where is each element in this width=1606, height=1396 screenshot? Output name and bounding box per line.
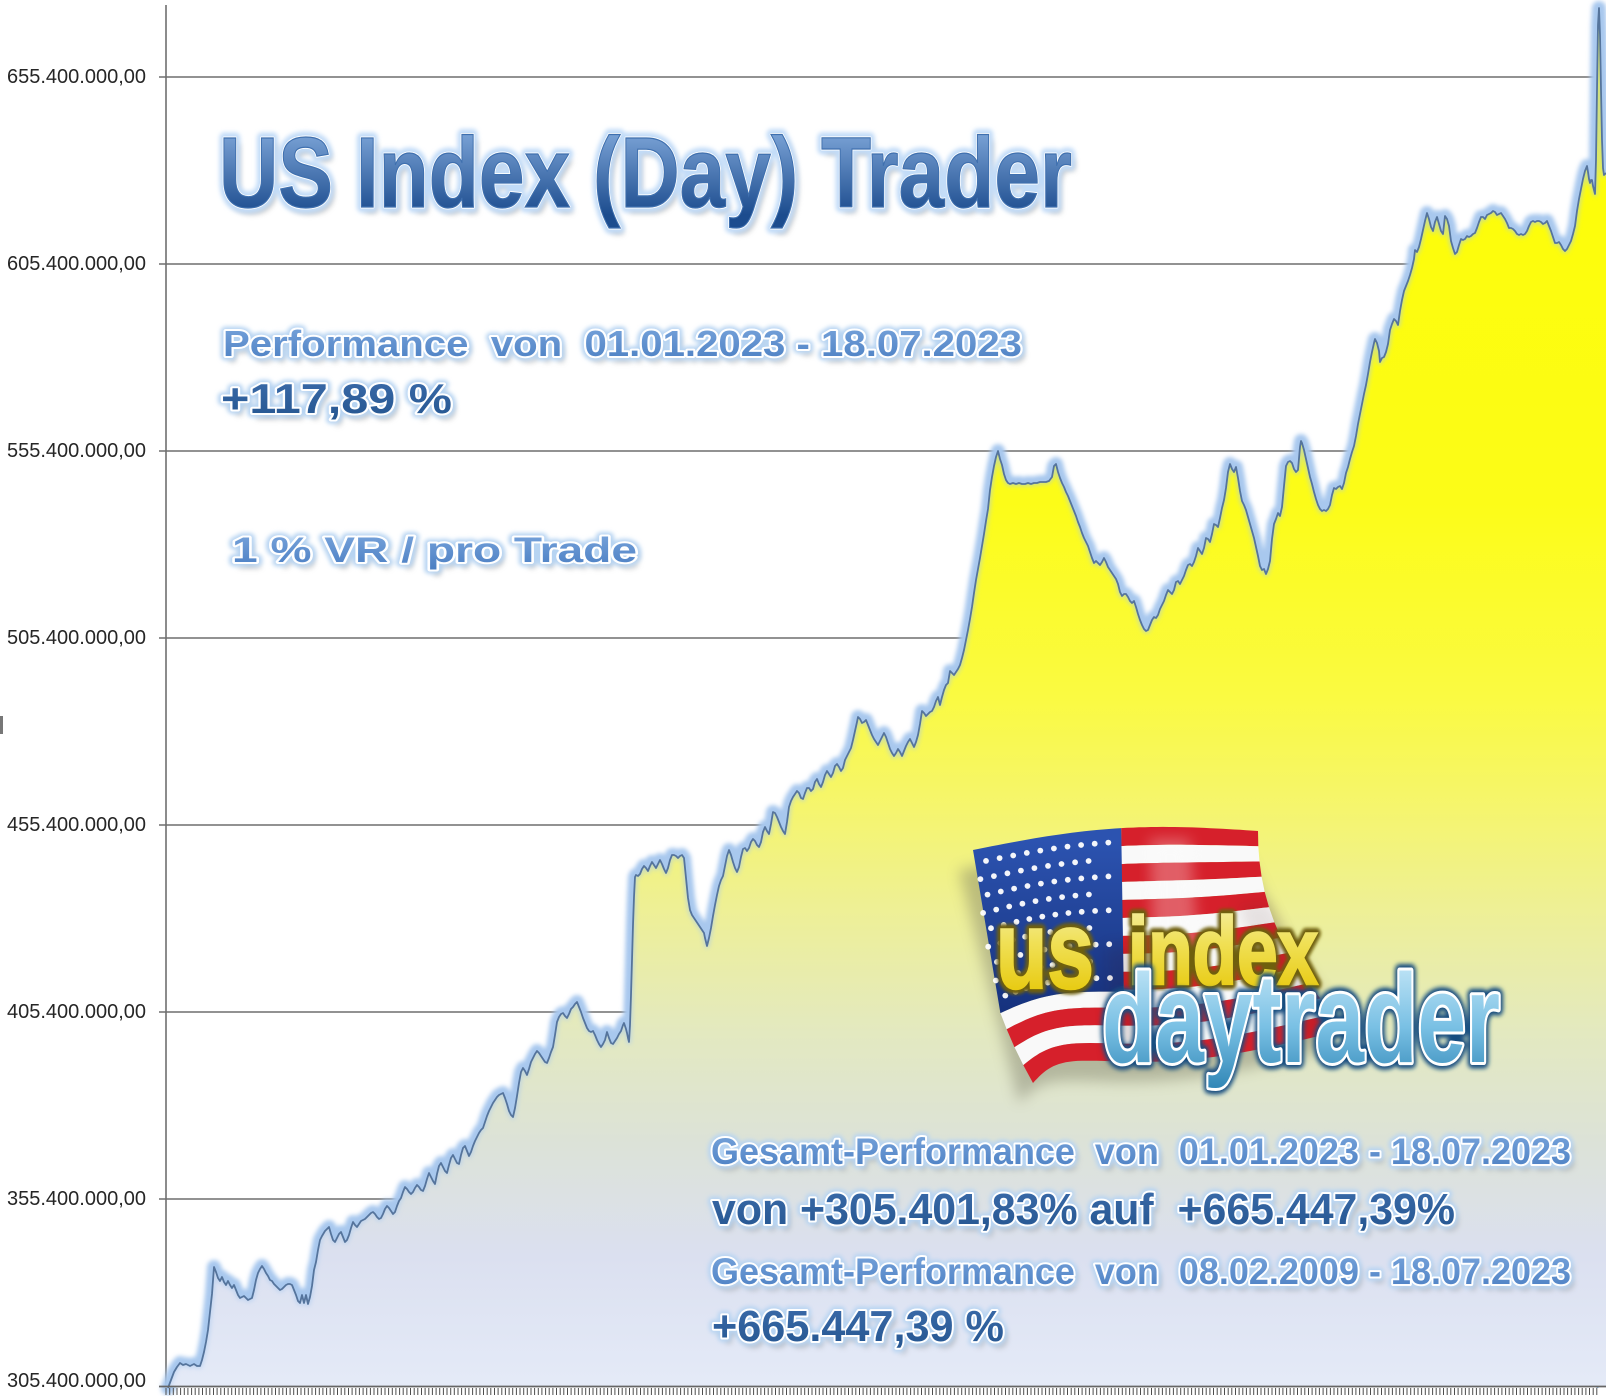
svg-text:+665.447,39 %: +665.447,39 %: [712, 1302, 1004, 1351]
svg-text:von +305.401,83% auf +665.447: von +305.401,83% auf +665.447,39%: [716, 1191, 1459, 1240]
svg-text:1 % VR / pro Trade: 1 % VR / pro Trade: [232, 531, 637, 570]
svg-text:505.400.000,00: 505.400.000,00: [7, 627, 146, 649]
svg-text:Gesamt-Performance von 08.02: Gesamt-Performance von 08.02.2009 - 18.0…: [711, 1251, 1571, 1292]
svg-text:daytrader: daytrader: [1102, 948, 1500, 1089]
svg-text:1 % VR / pro Trade: 1 % VR / pro Trade: [232, 531, 637, 570]
svg-text:355.400.000,00: 355.400.000,00: [7, 1188, 146, 1210]
svg-text:605.400.000,00: 605.400.000,00: [7, 253, 146, 275]
svg-text:daytrader: daytrader: [1102, 948, 1500, 1089]
svg-text:Performance von 01.01.2023 -: Performance von 01.01.2023 - 18.07.2023: [223, 323, 1022, 364]
svg-text:Performance von 01.01.2023 -: Performance von 01.01.2023 - 18.07.2023: [227, 329, 1026, 370]
svg-text:us: us: [996, 889, 1094, 1012]
svg-text:us: us: [996, 889, 1094, 1012]
svg-text:von +305.401,83% auf +665.447: von +305.401,83% auf +665.447,39%: [712, 1185, 1455, 1234]
svg-text:US Index (Day) Trader: US Index (Day) Trader: [219, 117, 1072, 229]
svg-text:+117,89 %: +117,89 %: [221, 375, 452, 422]
svg-text:405.400.000,00: 405.400.000,00: [7, 1001, 146, 1023]
svg-text:+117,89 %: +117,89 %: [221, 375, 452, 422]
svg-text:+117,89 %: +117,89 %: [225, 381, 456, 428]
svg-text:daytrader: daytrader: [1102, 948, 1500, 1089]
svg-text:Gesamt-Performance von 01.01: Gesamt-Performance von 01.01.2023 - 18.0…: [715, 1137, 1575, 1178]
svg-text:Gesamt-Performance von 01.01: Gesamt-Performance von 01.01.2023 - 18.0…: [711, 1131, 1571, 1172]
svg-text:index: index: [1128, 898, 1318, 1005]
svg-text:+665.447,39 %: +665.447,39 %: [716, 1308, 1008, 1357]
svg-text:US Index (Day) Trader: US Index (Day) Trader: [219, 117, 1072, 229]
svg-text:+117,89 %: +117,89 %: [221, 375, 452, 422]
svg-text:von +305.401,83% auf +665.447: von +305.401,83% auf +665.447,39%: [712, 1185, 1455, 1234]
svg-text:455.400.000,00: 455.400.000,00: [7, 814, 146, 836]
svg-text:Performance von 01.01.2023 -: Performance von 01.01.2023 - 18.07.2023: [223, 323, 1022, 364]
svg-text:Gesamt-Performance von 08.02: Gesamt-Performance von 08.02.2009 - 18.0…: [715, 1257, 1575, 1298]
svg-text:Gesamt-Performance von 08.02: Gesamt-Performance von 08.02.2009 - 18.0…: [711, 1251, 1571, 1292]
svg-text:Performance von 01.01.2023 -: Performance von 01.01.2023 - 18.07.2023: [223, 323, 1022, 364]
svg-text:555.400.000,00: 555.400.000,00: [7, 440, 146, 462]
svg-text:1 % VR / pro Trade: 1 % VR / pro Trade: [232, 531, 637, 570]
svg-text:Gesamt-Performance von 01.01: Gesamt-Performance von 01.01.2023 - 18.0…: [711, 1131, 1571, 1172]
svg-text:+665.447,39 %: +665.447,39 %: [712, 1302, 1004, 1351]
svg-text:1 % VR / pro Trade: 1 % VR / pro Trade: [236, 537, 641, 576]
svg-text:+665.447,39 %: +665.447,39 %: [712, 1302, 1004, 1351]
svg-text:Gesamt-Performance von 08.02: Gesamt-Performance von 08.02.2009 - 18.0…: [711, 1251, 1571, 1292]
svg-text:305.400.000,00: 305.400.000,00: [7, 1370, 146, 1392]
svg-text:index: index: [1128, 898, 1318, 1005]
svg-text:US Index (Day) Trader: US Index (Day) Trader: [219, 117, 1072, 229]
svg-text:US Index (Day) Trader: US Index (Day) Trader: [223, 123, 1076, 235]
svg-text:von +305.401,83% auf +665.447: von +305.401,83% auf +665.447,39%: [712, 1185, 1455, 1234]
svg-text:Gesamt-Performance von 01.01: Gesamt-Performance von 01.01.2023 - 18.0…: [711, 1131, 1571, 1172]
svg-text:655.400.000,00: 655.400.000,00: [7, 66, 146, 88]
